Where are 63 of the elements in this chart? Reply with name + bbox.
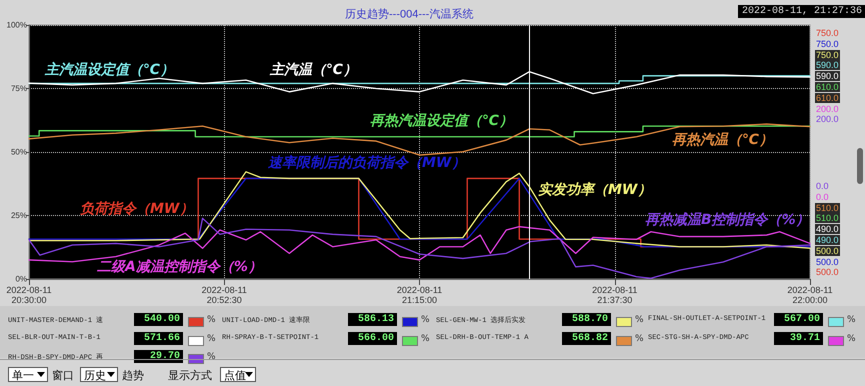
text: 590.0: [815, 60, 840, 70]
chart-title: 历史趋势---004---汽温系统: [345, 8, 474, 20]
text: 750.0: [815, 38, 840, 49]
text: %: [847, 334, 856, 344]
x-tick-label: 2022-08-11 21:37:30: [592, 285, 638, 305]
series-label: 主汽温（℃）: [270, 61, 357, 79]
text: %: [207, 352, 216, 362]
text: 566.00: [348, 332, 397, 345]
text: 750.0: [815, 50, 840, 60]
x-tick-label: 2022-08-11 22:00:00: [787, 285, 833, 305]
text: 568.82: [562, 332, 611, 345]
text: 显示方式: [168, 368, 212, 383]
text: 窗口: [52, 368, 74, 383]
text: 500.0: [815, 246, 840, 256]
x-tick-label: 2022-08-11 20:30:00: [6, 285, 52, 305]
text: 趋势: [122, 368, 144, 383]
text: 610.0: [815, 92, 840, 103]
text: 2022-08-11, 21:27:36: [738, 5, 865, 18]
y-tick-label: 25%: [10, 211, 27, 220]
text: %: [207, 315, 216, 325]
text: 571.66: [134, 332, 183, 345]
text: 200.0: [815, 104, 840, 114]
text: 500.0: [815, 256, 840, 267]
series-label: 再热汽温（℃）: [672, 131, 773, 149]
series-label: 实发功率（MW）: [538, 181, 652, 199]
text: 历史: [80, 367, 118, 382]
text: 29.70: [134, 350, 183, 363]
text: 567.00: [774, 313, 823, 326]
text: %: [847, 315, 856, 325]
text: 610.0: [815, 82, 840, 92]
text: %: [207, 334, 216, 344]
text: %: [635, 315, 644, 325]
series-label: 负荷指令（MW）: [80, 200, 194, 218]
text: 586.13: [348, 313, 397, 326]
text: 200.0: [815, 114, 840, 124]
series-label: 再热减温B控制指令（%）: [645, 211, 810, 229]
y-tick-label: 75%: [10, 84, 27, 93]
text: 490.0: [815, 235, 840, 245]
text: 750.0: [815, 28, 840, 38]
text: %: [421, 334, 430, 344]
y-tick-label: 50%: [10, 148, 27, 156]
text: 0.0: [815, 181, 830, 191]
text: 590.0: [815, 71, 840, 82]
text: 510.0: [815, 202, 840, 213]
text: %: [635, 334, 644, 344]
y-tick-label: 100%: [6, 20, 27, 30]
text: 490.0: [815, 224, 840, 234]
text: 单一: [8, 367, 48, 382]
y-tick-label: 0%: [15, 274, 27, 284]
series-label: 二级A减温控制指令（%）: [97, 258, 262, 276]
text: 510.0: [815, 213, 840, 224]
x-tick-label: 2022-08-11 21:15:00: [396, 285, 442, 305]
series-label: 主汽温设定值（℃）: [45, 61, 174, 79]
text: 588.70: [562, 313, 611, 326]
text: 点值: [220, 367, 256, 382]
text: 500.0: [815, 267, 840, 278]
series-label: 速率限制后的负荷指令（MW）: [268, 154, 466, 172]
text: 39.71: [774, 332, 823, 345]
text: 540.00: [134, 313, 183, 326]
text: %: [421, 315, 430, 325]
text: 0.0: [815, 192, 830, 202]
series-label: 再热汽温设定值（℃）: [370, 112, 513, 130]
x-tick-label: 2022-08-11 20:52:30: [202, 285, 247, 305]
